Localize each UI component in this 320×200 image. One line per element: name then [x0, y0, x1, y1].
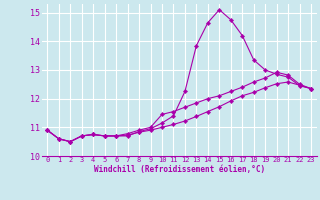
X-axis label: Windchill (Refroidissement éolien,°C): Windchill (Refroidissement éolien,°C): [94, 165, 265, 174]
